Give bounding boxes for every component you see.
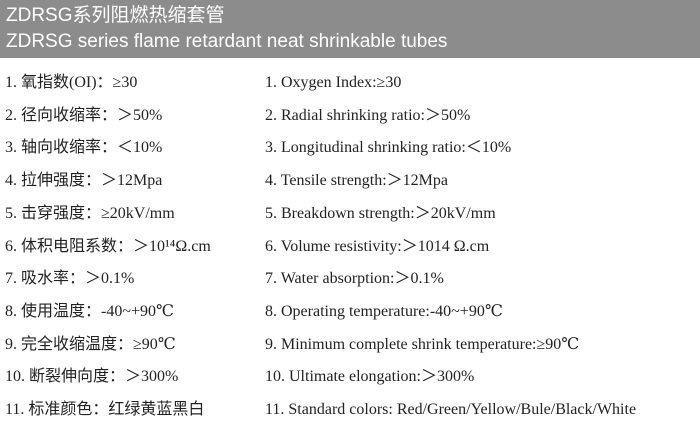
spec-cn: 6. 体积电阻系数：＞10¹⁴Ω.cm — [5, 237, 211, 255]
title: ZDRSG系列阻燃热缩套管 — [6, 5, 225, 26]
spec-en: 7. Water absorption:＞0.1% — [265, 270, 444, 288]
header: ZDRSG系列阻燃热缩套管 ZDRSG series flame retarda… — [0, 0, 700, 58]
spec-cn: 11. 标准颜色：红绿黄蓝黑白 — [5, 401, 205, 418]
spec-cn: 8. 使用温度：-40~+90℃ — [5, 302, 174, 320]
spec-cn: 4. 拉伸强度：＞12Mpa — [5, 172, 163, 190]
spec-en: 1. Oxygen Index:≥30 — [265, 74, 402, 91]
spec-cn: 9. 完全收缩温度：≥90℃ — [5, 335, 176, 353]
spec-en: 10. Ultimate elongation:＞300% — [265, 368, 475, 386]
spec-cn: 5. 击穿强度：≥20kV/mm — [5, 204, 175, 222]
spec-cn: 1. 氧指数(OI)：≥30 — [5, 74, 138, 91]
subtitle: ZDRSG series flame retardant neat shrink… — [6, 31, 448, 52]
spec-cn: 3. 轴向收缩率：＜10% — [5, 139, 163, 157]
spec-en: 8. Operating temperature:-40~+90℃ — [265, 302, 503, 320]
spec-en: 9. Minimum complete shrink temperature:≥… — [265, 335, 580, 353]
spec-en: 5. Breakdown strength:＞20kV/mm — [265, 204, 496, 222]
spec-cn: 7. 吸水率：＞0.1% — [5, 270, 135, 288]
spec-en: 11. Standard colors: Red/Green/Yellow/Bu… — [265, 401, 637, 418]
spec-en: 3. Longitudinal shrinking ratio:＜10% — [265, 139, 512, 157]
spec-cn: 10. 断裂伸向度：＞300% — [5, 368, 179, 386]
spec-en: 4. Tensile strength:＞12Mpa — [265, 172, 449, 190]
spec-en: 2. Radial shrinking ratio:＞50% — [265, 106, 471, 124]
spec-en: 6. Volume resistivity:＞1014 Ω.cm — [265, 237, 490, 255]
spec-cn: 2. 径向收缩率：＞50% — [5, 106, 163, 124]
